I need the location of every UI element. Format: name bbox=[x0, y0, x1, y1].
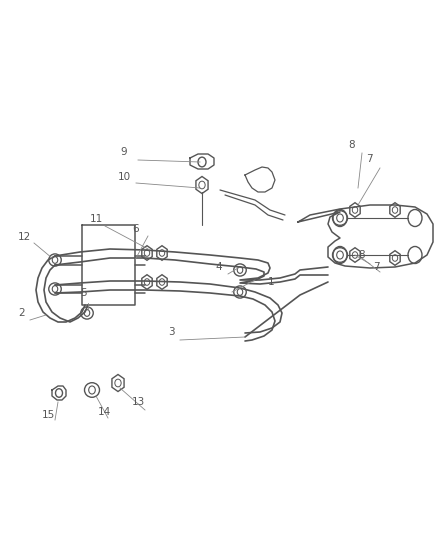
Text: 7: 7 bbox=[366, 154, 373, 164]
Text: 9: 9 bbox=[120, 147, 127, 157]
Text: 5: 5 bbox=[80, 288, 87, 298]
Text: 15: 15 bbox=[42, 410, 55, 420]
Text: 13: 13 bbox=[132, 397, 145, 407]
Text: 4: 4 bbox=[215, 262, 222, 272]
Text: 10: 10 bbox=[118, 172, 131, 182]
Text: 6: 6 bbox=[132, 224, 138, 234]
Text: 2: 2 bbox=[18, 308, 25, 318]
Text: 8: 8 bbox=[358, 250, 364, 260]
Text: 8: 8 bbox=[348, 140, 355, 150]
Text: 12: 12 bbox=[18, 232, 31, 242]
Text: 3: 3 bbox=[168, 327, 175, 337]
Text: 11: 11 bbox=[90, 214, 103, 224]
Text: 14: 14 bbox=[98, 407, 111, 417]
Text: 7: 7 bbox=[373, 262, 380, 272]
Text: 1: 1 bbox=[268, 277, 275, 287]
